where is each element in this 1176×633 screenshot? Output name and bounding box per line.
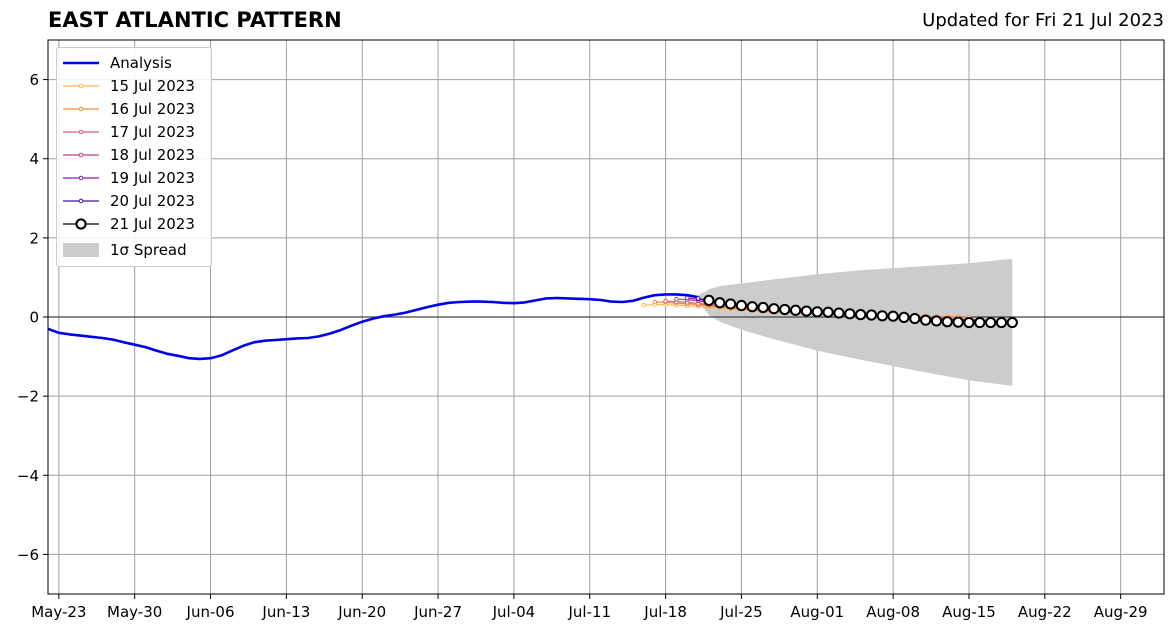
- y-tick-label: 0: [29, 309, 39, 327]
- legend-swatch: [63, 122, 99, 142]
- series-point-21-jul-2023: [930, 315, 943, 327]
- series-point-21-jul-2023: [974, 316, 986, 329]
- series-point-21-jul-2023: [746, 301, 758, 313]
- series-point-21-jul-2023: [714, 297, 726, 309]
- legend-swatch: [63, 76, 99, 96]
- legend-label: 17 Jul 2023: [110, 123, 195, 141]
- legend-swatch: [63, 214, 99, 234]
- legend-label: 16 Jul 2023: [110, 100, 195, 118]
- series-point-21-jul-2023: [703, 294, 715, 306]
- series-point-17-jul-2023: [663, 298, 668, 304]
- series-point-21-jul-2023: [790, 304, 802, 316]
- legend: Analysis 15 Jul 2023 16 Jul 2023 17 Jul 202…: [56, 47, 212, 267]
- spread-band: [698, 258, 1013, 386]
- legend-label: Analysis: [110, 54, 172, 72]
- series-point-21-jul-2023: [985, 316, 997, 329]
- series-point-18-jul-2023: [674, 296, 679, 302]
- legend-swatch: [63, 191, 99, 211]
- legend-label: 19 Jul 2023: [110, 169, 195, 187]
- y-tick-label: −4: [17, 467, 39, 485]
- series-point-21-jul-2023: [779, 303, 791, 316]
- y-tick-label: 2: [29, 229, 39, 247]
- series-point-21-jul-2023: [735, 299, 748, 312]
- series-point-21-jul-2023: [1006, 316, 1018, 329]
- x-tick-label: Jun-20: [337, 603, 386, 621]
- x-tick-label: Aug-08: [866, 603, 920, 621]
- x-tick-label: Aug-01: [790, 603, 844, 621]
- series-point-21-jul-2023: [768, 303, 780, 315]
- series-point-21-jul-2023: [898, 311, 910, 323]
- legend-swatch: [63, 240, 99, 260]
- updated-label: Updated for Fri 21 Jul 2023: [922, 10, 1164, 31]
- legend-item: 17 Jul 2023: [63, 122, 195, 142]
- x-tick-label: Jul-04: [492, 603, 536, 621]
- legend-label: 15 Jul 2023: [110, 77, 195, 95]
- legend-swatch: [63, 53, 99, 73]
- x-tick-label: Aug-22: [1018, 603, 1072, 621]
- x-tick-label: Jul-11: [567, 603, 611, 621]
- series-point-21-jul-2023: [887, 310, 899, 322]
- legend-item: 1σ Spread: [63, 240, 187, 260]
- series-point-21-jul-2023: [941, 316, 953, 328]
- series-point-16-jul-2023: [652, 299, 658, 305]
- series-point-21-jul-2023: [725, 298, 737, 310]
- series-point-21-jul-2023: [865, 309, 878, 321]
- series-point-21-jul-2023: [995, 316, 1008, 329]
- x-tick-label: May-23: [31, 603, 86, 621]
- y-tick-label: 4: [29, 150, 39, 168]
- legend-item: Analysis: [63, 53, 172, 73]
- legend-swatch: [63, 145, 99, 165]
- legend-label: 20 Jul 2023: [110, 192, 195, 210]
- x-tick-label: Jun-27: [413, 603, 462, 621]
- legend-label: 18 Jul 2023: [110, 146, 195, 164]
- series-point-21-jul-2023: [800, 305, 813, 317]
- series-point-20-jul-2023: [695, 296, 701, 301]
- series-line-analysis: [47, 293, 699, 361]
- legend-swatch: [63, 99, 99, 119]
- series-point-21-jul-2023: [822, 306, 834, 318]
- series-point-21-jul-2023: [757, 301, 769, 314]
- legend-item: 16 Jul 2023: [63, 99, 195, 119]
- series-point-21-jul-2023: [855, 309, 867, 321]
- x-tick-label: Jun-06: [186, 603, 235, 621]
- legend-item: 21 Jul 2023: [63, 214, 195, 234]
- series-point-21-jul-2023: [952, 316, 964, 328]
- legend-item: 15 Jul 2023: [63, 76, 195, 96]
- x-tick-label: Aug-29: [1094, 603, 1148, 621]
- legend-item: 20 Jul 2023: [63, 191, 195, 211]
- series-point-21-jul-2023: [920, 314, 932, 326]
- legend-label: 1σ Spread: [110, 241, 187, 259]
- legend-swatch: [63, 168, 99, 188]
- y-tick-label: 6: [29, 71, 39, 89]
- series-point-21-jul-2023: [844, 308, 856, 320]
- legend-item: 18 Jul 2023: [63, 145, 195, 165]
- x-tick-label: Aug-15: [942, 603, 996, 621]
- x-tick-label: Jul-25: [719, 603, 763, 621]
- chart-title: EAST ATLANTIC PATTERN: [48, 8, 342, 32]
- legend-label: 21 Jul 2023: [110, 215, 195, 233]
- x-tick-label: Jul-18: [643, 603, 687, 621]
- series-point-19-jul-2023: [684, 295, 690, 301]
- x-tick-label: Jun-13: [261, 603, 310, 621]
- y-tick-label: −6: [17, 546, 39, 564]
- x-tick-label: May-30: [107, 603, 162, 621]
- series-point-15-jul-2023: [641, 302, 647, 308]
- legend-item: 19 Jul 2023: [63, 168, 195, 188]
- series-point-21-jul-2023: [811, 306, 823, 318]
- y-tick-label: −2: [17, 388, 39, 406]
- series-point-21-jul-2023: [963, 316, 975, 329]
- series-point-21-jul-2023: [909, 312, 921, 325]
- series-point-21-jul-2023: [833, 307, 845, 319]
- series-point-21-jul-2023: [876, 310, 888, 322]
